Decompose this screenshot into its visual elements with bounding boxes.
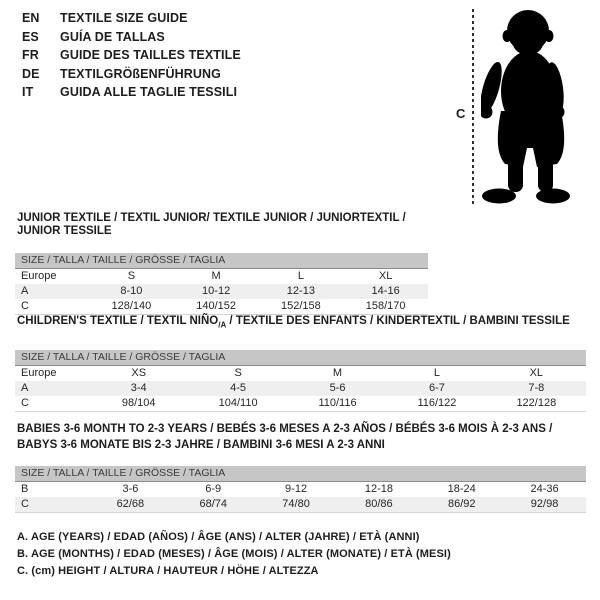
title-subscript: /A bbox=[218, 320, 227, 330]
height-cell: 128/140 bbox=[111, 300, 152, 312]
language-title: GUIDE DES TAILLES TEXTILE bbox=[60, 48, 241, 62]
note-height-cm: C. (cm) HEIGHT / ALTURA / HAUTEUR / HÖHE… bbox=[17, 565, 319, 577]
table-row-europe: Europe XS S M L XL bbox=[15, 366, 586, 381]
size-header-bar: SIZE / TALLA / TAILLE / GRÖSSE / TAGLIA bbox=[15, 253, 428, 269]
size-cell: XS bbox=[131, 367, 147, 380]
age-cell: 10-12 bbox=[202, 285, 231, 297]
size-cell: M bbox=[332, 367, 343, 380]
height-cell: 62/68 bbox=[116, 498, 145, 510]
table-title: JUNIOR TEXTILE / TEXTIL JUNIOR/ TEXTILE … bbox=[17, 212, 406, 237]
height-cell: 116/122 bbox=[417, 397, 457, 410]
age-cell: 8-10 bbox=[120, 285, 143, 297]
row-label: Europe bbox=[21, 367, 57, 380]
childrens-textile-table: CHILDREN'S TEXTILE / TEXTIL NIÑO/A / TEX… bbox=[15, 315, 586, 413]
language-code: DE bbox=[22, 66, 40, 81]
size-cell: L bbox=[433, 367, 440, 380]
baby-silhouette-icon bbox=[481, 10, 570, 204]
size-cell: L bbox=[297, 270, 304, 282]
age-cell: 9-12 bbox=[285, 483, 308, 495]
language-title: TEXTILGRÖßENFÜHRUNG bbox=[60, 66, 221, 81]
table-rows: Europe S M L XL A 8-10 10-12 12-13 14-16… bbox=[15, 269, 428, 315]
language-row-es: ES GUÍA DE TALLAS bbox=[22, 28, 241, 47]
table-row-europe: Europe S M L XL bbox=[15, 269, 428, 284]
junior-textile-table: JUNIOR TEXTILE / TEXTIL JUNIOR/ TEXTILE … bbox=[15, 212, 428, 315]
table-rows: B 3-6 6-9 9-12 12-18 18-24 24-36 C 62/68… bbox=[15, 482, 586, 513]
age-cell: 3-6 bbox=[122, 483, 139, 495]
size-cell: S bbox=[127, 270, 136, 282]
note-age-years: A. AGE (YEARS) / EDAD (AÑOS) / ÂGE (ANS)… bbox=[17, 531, 420, 543]
age-cell: 3-4 bbox=[130, 382, 147, 395]
table-row-age: A 8-10 10-12 12-13 14-16 bbox=[15, 284, 428, 299]
age-cell: 12-13 bbox=[286, 285, 315, 297]
age-cell: 5-6 bbox=[329, 382, 346, 395]
language-code: IT bbox=[22, 85, 34, 99]
height-cell: 68/74 bbox=[199, 498, 227, 510]
language-list: EN TEXTILE SIZE GUIDE ES GUÍA DE TALLAS … bbox=[22, 9, 241, 102]
language-code: EN bbox=[22, 11, 40, 25]
language-row-fr: FR GUIDE DES TAILLES TEXTILE bbox=[22, 46, 241, 65]
height-cell: 98/104 bbox=[121, 397, 156, 410]
table-row-height: C 62/68 68/74 74/80 80/86 86/92 92/98 bbox=[15, 497, 586, 512]
table-title: BABIES 3-6 MONTH TO 2-3 YEARS / BEBÉS 3-… bbox=[15, 421, 586, 453]
language-row-de: DE TEXTILGRÖßENFÜHRUNG bbox=[22, 65, 241, 84]
height-cell: 86/92 bbox=[447, 498, 476, 510]
title-line-2: BABYS 3-6 MONATE BIS 2-3 JAHRE / BAMBINI… bbox=[17, 439, 385, 451]
babies-textile-table: BABIES 3-6 MONTH TO 2-3 YEARS / BEBÉS 3-… bbox=[15, 421, 586, 513]
age-cell: 24-36 bbox=[530, 483, 559, 495]
language-row-en: EN TEXTILE SIZE GUIDE bbox=[22, 9, 241, 28]
height-cell: 158/170 bbox=[365, 300, 406, 312]
legend-notes: A. AGE (YEARS) / EDAD (AÑOS) / ÂGE (ANS)… bbox=[17, 529, 451, 580]
row-label: A bbox=[21, 285, 29, 297]
table-row-age-months: B 3-6 6-9 9-12 12-18 18-24 24-36 bbox=[15, 482, 586, 497]
age-cell: 14-16 bbox=[371, 285, 400, 297]
height-cell: 80/86 bbox=[365, 498, 393, 510]
size-cell: XL bbox=[378, 270, 393, 282]
language-code: FR bbox=[22, 48, 39, 62]
height-cell: 140/152 bbox=[196, 300, 236, 312]
table-row-height: C 98/104 104/110 110/116 116/122 122/128 bbox=[15, 396, 586, 411]
table-rows: Europe XS S M L XL A 3-4 4-5 5-6 6-7 7-8… bbox=[15, 366, 586, 413]
row-label: C bbox=[21, 300, 29, 312]
height-cell: 104/110 bbox=[218, 397, 258, 410]
size-cell: XL bbox=[529, 367, 544, 380]
row-label: C bbox=[21, 397, 29, 410]
age-cell: 12-18 bbox=[364, 483, 393, 495]
height-cell: 74/80 bbox=[282, 498, 310, 510]
language-title: GUÍA DE TALLAS bbox=[60, 29, 165, 44]
row-label: A bbox=[21, 382, 29, 395]
row-label: Europe bbox=[21, 270, 57, 282]
table-row-height: C 128/140 140/152 152/158 158/170 bbox=[15, 299, 428, 314]
age-cell: 6-9 bbox=[205, 483, 222, 495]
size-header-bar: SIZE / TALLA / TAILLE / GRÖSSE / TAGLIA bbox=[15, 466, 586, 482]
title-text: CHILDREN'S TEXTILE / TEXTIL NIÑO bbox=[17, 315, 219, 327]
size-cell: S bbox=[234, 367, 242, 380]
age-cell: 7-8 bbox=[528, 382, 545, 395]
language-title: GUIDA ALLE TAGLIE TESSILI bbox=[60, 85, 238, 99]
table-title: CHILDREN'S TEXTILE / TEXTIL NIÑO/A / TEX… bbox=[15, 315, 586, 331]
table-row-age: A 3-4 4-5 5-6 6-7 7-8 bbox=[15, 381, 586, 397]
age-cell: 6-7 bbox=[428, 382, 445, 395]
row-label: B bbox=[21, 483, 29, 495]
age-cell: 18-24 bbox=[447, 483, 476, 495]
title-text: / TEXTILE DES ENFANTS / KINDERTEXTIL / B… bbox=[226, 315, 570, 327]
title-line-1: BABIES 3-6 MONTH TO 2-3 YEARS / BEBÉS 3-… bbox=[17, 423, 553, 435]
height-measure-label: C bbox=[456, 106, 466, 121]
height-cell: 92/98 bbox=[530, 498, 559, 510]
age-cell: 4-5 bbox=[230, 382, 247, 395]
height-cell: 122/128 bbox=[516, 397, 557, 410]
height-measure-dashed-line bbox=[472, 9, 474, 207]
language-row-it: IT GUIDA ALLE TAGLIE TESSILI bbox=[22, 83, 241, 102]
height-cell: 110/116 bbox=[318, 397, 357, 410]
height-cell: 152/158 bbox=[280, 300, 321, 312]
row-label: C bbox=[21, 498, 29, 510]
size-cell: M bbox=[211, 270, 221, 282]
note-age-months: B. AGE (MONTHS) / EDAD (MESES) / ÂGE (MO… bbox=[17, 548, 451, 560]
language-title: TEXTILE SIZE GUIDE bbox=[60, 11, 188, 25]
language-code: ES bbox=[22, 29, 39, 44]
size-header-bar: SIZE / TALLA / TAILLE / GRÖSSE / TAGLIA bbox=[15, 350, 586, 367]
